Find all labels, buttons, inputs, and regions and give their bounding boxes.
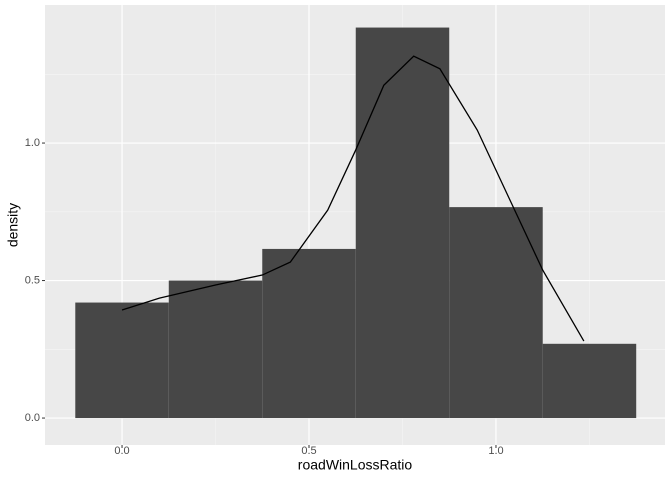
y-axis-title: density [5,203,21,247]
bar [355,27,450,419]
y-tick-label: 0.5 [25,274,40,286]
bar [542,343,637,419]
y-tick-label: 0.0 [25,412,40,424]
y-tick-label: 1.0 [25,137,40,149]
bar [262,248,356,419]
x-tick-label: 0.0 [114,445,129,457]
bar [449,207,543,419]
bar [75,302,169,419]
density-line [121,55,585,342]
labels: 0.0 0.5 1.0 0.0 0.5 1.0 [25,137,504,457]
x-axis-title: roadWinLossRatio [298,457,413,473]
marks [75,27,637,419]
x-tick-label: 1.0 [488,445,503,457]
x-tick-label: 0.5 [301,445,316,457]
bar [168,280,263,419]
